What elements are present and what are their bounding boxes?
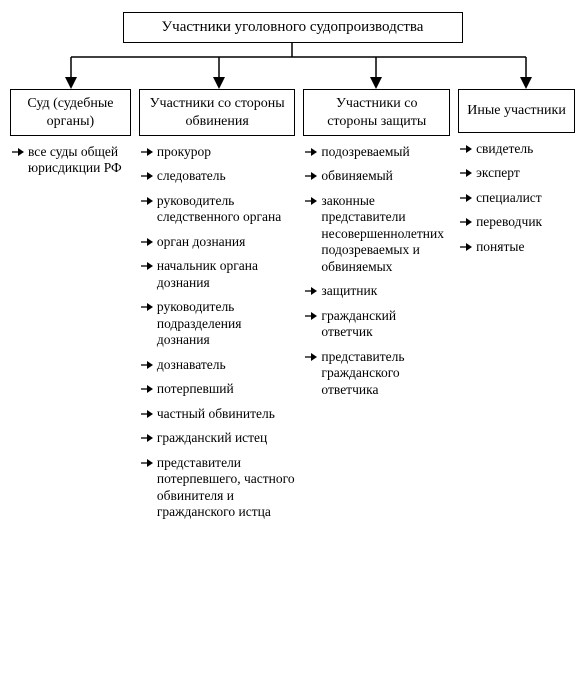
- bullet-arrow-icon: [305, 311, 317, 321]
- list-item: начальник органа дознания: [141, 258, 296, 291]
- list-item: эксперт: [460, 165, 575, 181]
- list-item: орган дознания: [141, 234, 296, 250]
- list-item: руководитель подразделения дознания: [141, 299, 296, 348]
- list-item: обвиняемый: [305, 168, 450, 184]
- bullet-arrow-icon: [460, 242, 472, 252]
- bullet-arrow-icon: [460, 193, 472, 203]
- root-title: Участники уголовного судопроизводства: [162, 19, 424, 35]
- bullet-arrow-icon: [305, 196, 317, 206]
- column-header: Участники со стороны обвинения: [139, 89, 296, 136]
- column-header: Суд (судебные органы): [10, 89, 131, 136]
- item-list: прокурор следователь руководитель следст…: [139, 144, 296, 528]
- column-header-text: Иные участники: [467, 102, 566, 120]
- item-text: эксперт: [476, 165, 520, 180]
- item-text: гражданский ответчик: [321, 308, 396, 339]
- item-text: потерпевший: [157, 381, 234, 396]
- item-text: гражданский истец: [157, 430, 267, 445]
- column-header: Иные участники: [458, 89, 575, 133]
- item-text: специалист: [476, 190, 542, 205]
- bullet-arrow-icon: [141, 302, 153, 312]
- bullet-arrow-icon: [460, 168, 472, 178]
- columns-row: Суд (судебные органы) все суды общей юри…: [10, 89, 575, 528]
- list-item: представитель гражданского ответчика: [305, 349, 450, 398]
- item-text: частный обвинитель: [157, 406, 275, 421]
- column-court: Суд (судебные органы) все суды общей юри…: [10, 89, 131, 185]
- column-header-text: Суд (судебные органы): [17, 95, 124, 130]
- column-header-text: Участники со стороны защиты: [310, 95, 443, 130]
- item-list: свидетель эксперт специалист переводчик …: [458, 141, 575, 263]
- bullet-arrow-icon: [141, 171, 153, 181]
- list-item: гражданский истец: [141, 430, 296, 446]
- bullet-arrow-icon: [141, 237, 153, 247]
- item-text: руководитель подразделения дознания: [157, 299, 242, 347]
- list-item: понятые: [460, 239, 575, 255]
- bullet-arrow-icon: [305, 171, 317, 181]
- bullet-arrow-icon: [305, 286, 317, 296]
- list-item: следователь: [141, 168, 296, 184]
- connector: [10, 43, 575, 89]
- list-item: все суды общей юрисдик­ции РФ: [12, 144, 131, 177]
- item-text: следователь: [157, 168, 226, 183]
- item-text: законные представители несовершенно­летн…: [321, 193, 444, 274]
- item-text: подозреваемый: [321, 144, 409, 159]
- list-item: переводчик: [460, 214, 575, 230]
- list-item: свидетель: [460, 141, 575, 157]
- item-text: начальник органа дознания: [157, 258, 258, 289]
- bullet-arrow-icon: [141, 458, 153, 468]
- bullet-arrow-icon: [141, 196, 153, 206]
- list-item: подозреваемый: [305, 144, 450, 160]
- bullet-arrow-icon: [141, 261, 153, 271]
- column-other: Иные участники свидетель эксперт специал…: [458, 89, 575, 263]
- item-list: все суды общей юрисдик­ции РФ: [10, 144, 131, 185]
- bullet-arrow-icon: [12, 147, 24, 157]
- item-text: руководитель следственного органа: [157, 193, 281, 224]
- list-item: потерпевший: [141, 381, 296, 397]
- column-defense: Участники со стороны защиты подозреваемы…: [303, 89, 450, 406]
- item-text: переводчик: [476, 214, 542, 229]
- bullet-arrow-icon: [141, 384, 153, 394]
- list-item: представители потерпевшего, частного обв…: [141, 455, 296, 521]
- bullet-arrow-icon: [141, 147, 153, 157]
- bullet-arrow-icon: [141, 360, 153, 370]
- list-item: гражданский ответчик: [305, 308, 450, 341]
- bullet-arrow-icon: [141, 433, 153, 443]
- bullet-arrow-icon: [141, 409, 153, 419]
- item-text: представители потерпевшего, частного обв…: [157, 455, 295, 519]
- column-header-text: Участники со стороны обвинения: [146, 95, 289, 130]
- bullet-arrow-icon: [460, 217, 472, 227]
- item-text: прокурор: [157, 144, 211, 159]
- root-node: Участники уголовного судопроизводства: [123, 12, 463, 43]
- list-item: защитник: [305, 283, 450, 299]
- list-item: руководитель следственного органа: [141, 193, 296, 226]
- list-item: дознаватель: [141, 357, 296, 373]
- item-text: понятые: [476, 239, 524, 254]
- list-item: прокурор: [141, 144, 296, 160]
- list-item: специалист: [460, 190, 575, 206]
- item-text: свидетель: [476, 141, 533, 156]
- bullet-arrow-icon: [305, 147, 317, 157]
- list-item: частный обвинитель: [141, 406, 296, 422]
- item-text: все суды общей юрисдик­ции РФ: [28, 144, 122, 175]
- column-prosecution: Участники со стороны обвинения прокурор …: [139, 89, 296, 528]
- column-header: Участники со стороны защиты: [303, 89, 450, 136]
- item-text: защитник: [321, 283, 377, 298]
- item-text: дознаватель: [157, 357, 226, 372]
- bullet-arrow-icon: [460, 144, 472, 154]
- bullet-arrow-icon: [305, 352, 317, 362]
- list-item: законные представители несовершенно­летн…: [305, 193, 450, 275]
- item-text: орган дознания: [157, 234, 245, 249]
- item-text: обвиняемый: [321, 168, 392, 183]
- item-text: представитель гражданского ответчика: [321, 349, 404, 397]
- item-list: подозреваемый обвиняемый законные предст…: [303, 144, 450, 406]
